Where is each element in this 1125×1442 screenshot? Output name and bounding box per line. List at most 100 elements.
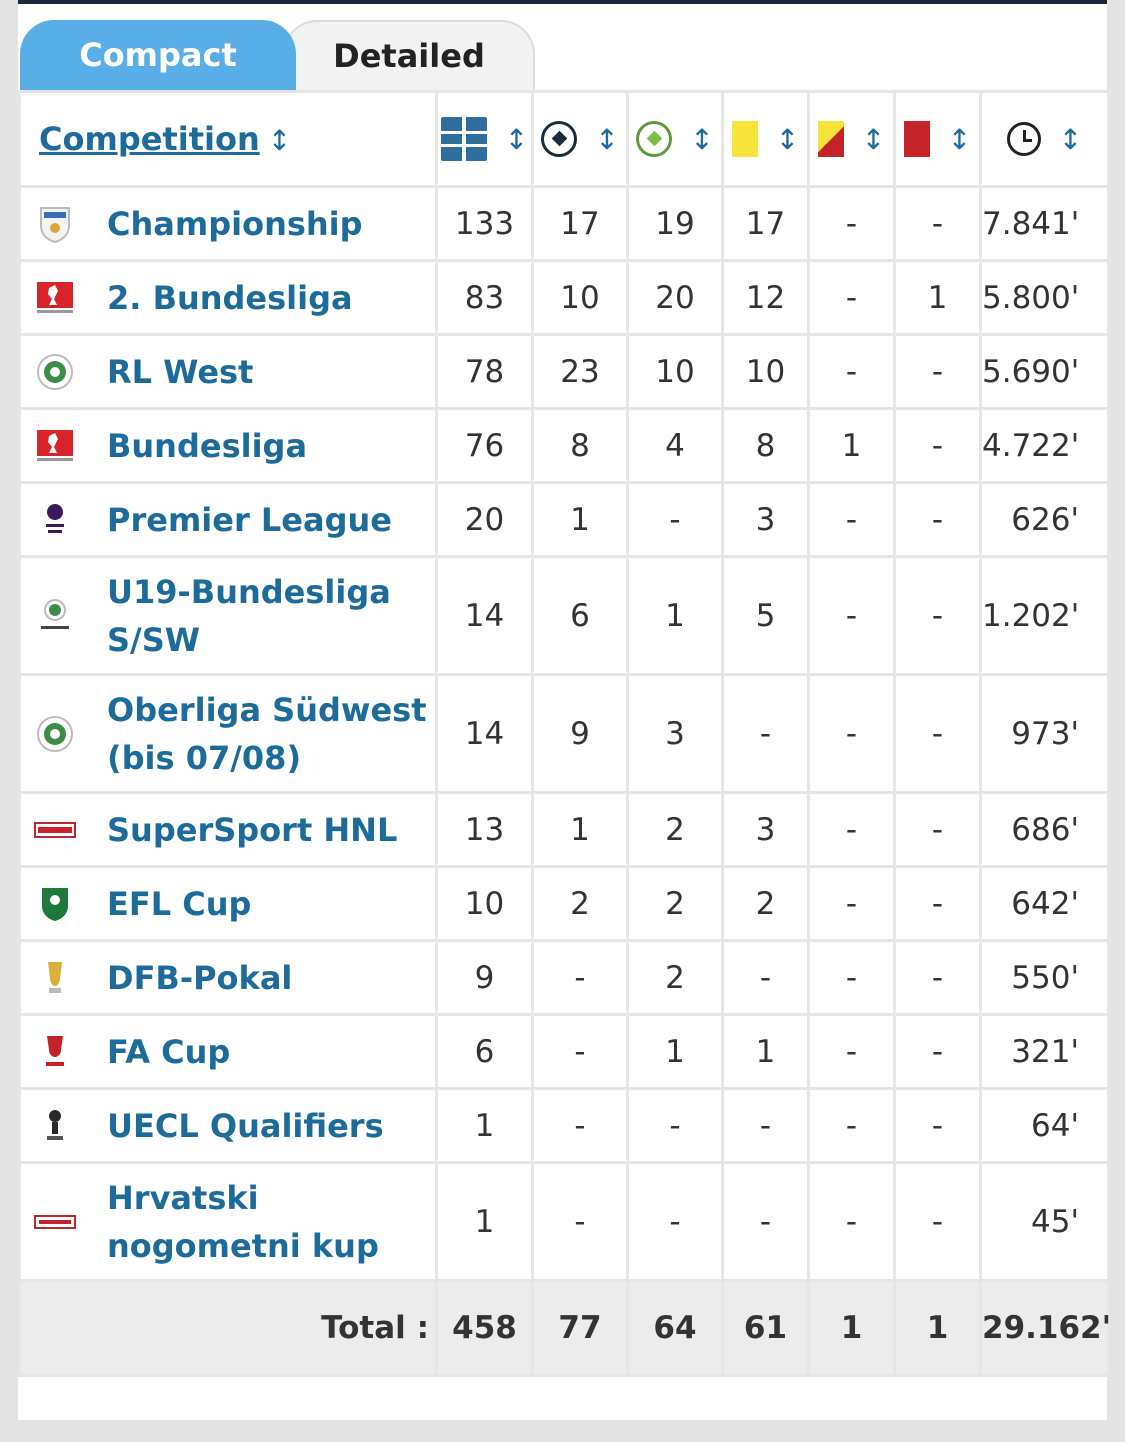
competition-link[interactable]: DFB-Pokal	[107, 958, 293, 997]
appearances-cell[interactable]: 10	[435, 865, 534, 942]
goals-header[interactable]: ↕	[531, 90, 629, 188]
assists-cell: 2	[626, 939, 724, 1016]
championship-logo[interactable]	[33, 202, 77, 246]
oberliga-suedwest-logo[interactable]	[33, 712, 77, 756]
minutes-cell: 550'	[979, 939, 1110, 1016]
stats-table: Competition ↕ ↕ ↕ ↕ ↕ ↕ ↕	[18, 90, 1111, 1377]
competition-header[interactable]: Competition ↕	[18, 90, 438, 188]
competition-cell: RL West	[18, 333, 438, 410]
appearances-cell[interactable]: 76	[435, 407, 534, 484]
table-row: RL West 78 23 10 10- -5.690'	[18, 333, 1110, 410]
red-cards-cell: -	[893, 1087, 982, 1164]
yellow-cards-cell: 17	[721, 185, 810, 262]
hrvatski-nogometni-kup-logo[interactable]	[33, 1200, 77, 1244]
yellow-cards-cell: 2	[721, 865, 810, 942]
competition-cell: Premier League	[18, 481, 438, 558]
goals-cell: 6	[531, 555, 629, 676]
competition-link[interactable]: Championship	[107, 204, 363, 243]
appearances-cell[interactable]: 1	[435, 1087, 534, 1164]
appearances-cell[interactable]: 6	[435, 1013, 534, 1090]
minutes-cell: 642'	[979, 865, 1110, 942]
page-container: Detailed Compact Competition ↕ ↕ ↕	[18, 0, 1111, 1420]
rl-west-logo[interactable]	[33, 350, 77, 394]
red-cards-header[interactable]: ↕	[893, 90, 982, 188]
sort-arrows-icon[interactable]: ↕	[595, 122, 619, 156]
appearances-header[interactable]: ↕	[435, 90, 534, 188]
2-bundesliga-logo[interactable]	[33, 276, 77, 320]
sort-arrows-icon[interactable]: ↕	[690, 122, 714, 156]
tab-compact[interactable]: Compact	[20, 20, 296, 90]
competition-link[interactable]: Hrvatski nogometni kup	[107, 1178, 379, 1265]
yellow-red-cards-cell: -	[807, 791, 896, 868]
goals-cell: -	[531, 1161, 629, 1282]
goals-cell: 2	[531, 865, 629, 942]
assists-cell: 1	[626, 1013, 724, 1090]
red-cards-cell: -	[893, 1161, 982, 1282]
yellow-cards-header[interactable]: ↕	[721, 90, 810, 188]
tab-detailed[interactable]: Detailed	[283, 20, 535, 90]
red-cards-cell: -	[893, 333, 982, 410]
competition-link[interactable]: U19-Bundesliga S/SW	[107, 572, 391, 659]
competition-sort-link[interactable]: Competition	[39, 120, 260, 158]
red-card-icon	[903, 121, 930, 157]
competition-link[interactable]: 2. Bundesliga	[107, 278, 353, 317]
sort-arrows-icon[interactable]: ↕	[947, 122, 972, 156]
appearances-cell[interactable]: 14	[435, 555, 534, 676]
sort-arrows-icon[interactable]: ↕	[861, 122, 886, 156]
competition-link[interactable]: FA Cup	[107, 1032, 231, 1071]
yellow-cards-cell: 10	[721, 333, 810, 410]
efl-cup-logo[interactable]	[33, 882, 77, 926]
u19-bundesliga-logo[interactable]	[33, 594, 77, 638]
sort-arrows-icon[interactable]: ↕	[504, 122, 529, 156]
bundesliga-logo[interactable]	[33, 424, 77, 468]
goals-cell: 8	[531, 407, 629, 484]
appearances-cell[interactable]: 78	[435, 333, 534, 410]
competition-link[interactable]: UECL Qualifiers	[107, 1106, 384, 1145]
competition-cell: Bundesliga	[18, 407, 438, 484]
appearances-cell[interactable]: 13	[435, 791, 534, 868]
dfb-pokal-logo[interactable]	[33, 956, 77, 1000]
competition-cell: SuperSport HNL	[18, 791, 438, 868]
sort-arrows-icon[interactable]: ↕	[775, 122, 800, 156]
yellow-red-cards-cell: -	[807, 333, 896, 410]
minutes-cell: 4.722'	[979, 407, 1110, 484]
red-cards-cell: -	[893, 407, 982, 484]
yellow-red-cards-cell: -	[807, 259, 896, 336]
goals-cell: -	[531, 1087, 629, 1164]
appearances-cell[interactable]: 9	[435, 939, 534, 1016]
appearances-cell[interactable]: 20	[435, 481, 534, 558]
competition-cell: Hrvatski nogometni kup	[18, 1161, 438, 1282]
appearances-cell[interactable]: 1	[435, 1161, 534, 1282]
appearances-cell[interactable]: 83	[435, 259, 534, 336]
premier-league-logo[interactable]	[33, 498, 77, 542]
yellow-cards-cell: 3	[721, 481, 810, 558]
assists-cell: -	[626, 1087, 724, 1164]
competition-link[interactable]: Premier League	[107, 500, 392, 539]
total-red: 1	[893, 1279, 982, 1377]
competition-link[interactable]: Oberliga Südwest (bis 07/08)	[107, 690, 427, 777]
goals-cell: 17	[531, 185, 629, 262]
competition-link[interactable]: EFL Cup	[107, 884, 252, 923]
supersport-hnl-logo[interactable]	[33, 808, 77, 852]
yellow-card-icon	[731, 121, 758, 157]
assists-cell: -	[626, 481, 724, 558]
red-cards-cell: 1	[893, 259, 982, 336]
appearances-cell[interactable]: 14	[435, 673, 534, 794]
yellow-red-cards-cell: 1	[807, 407, 896, 484]
yellow-red-card-icon	[817, 121, 844, 157]
fa-cup-logo[interactable]	[33, 1030, 77, 1074]
competition-link[interactable]: SuperSport HNL	[107, 810, 398, 849]
sort-arrows-icon[interactable]: ↕	[267, 124, 292, 157]
assists-header[interactable]: ↕	[626, 90, 724, 188]
minutes-cell: 626'	[979, 481, 1110, 558]
competition-link[interactable]: Bundesliga	[107, 426, 308, 465]
yellow-red-cards-header[interactable]: ↕	[807, 90, 896, 188]
sort-arrows-icon[interactable]: ↕	[1058, 122, 1083, 156]
total-assists: 64	[626, 1279, 724, 1377]
minutes-header[interactable]: ↕	[979, 90, 1110, 188]
appearances-cell[interactable]: 133	[435, 185, 534, 262]
competition-cell: U19-Bundesliga S/SW	[18, 555, 438, 676]
uecl-qualifiers-logo[interactable]	[33, 1104, 77, 1148]
competition-link[interactable]: RL West	[107, 352, 254, 391]
assists-cell: 4	[626, 407, 724, 484]
